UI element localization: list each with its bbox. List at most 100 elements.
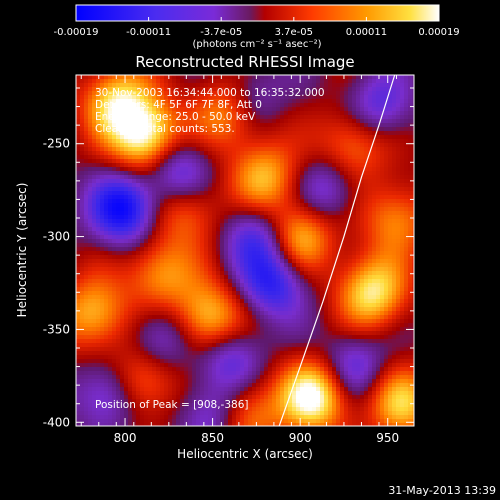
heatmap-cell bbox=[336, 243, 341, 248]
heatmap-cell bbox=[280, 279, 285, 284]
heatmap-cell bbox=[124, 215, 129, 220]
heatmap-cell bbox=[384, 147, 389, 152]
heatmap-cell bbox=[352, 191, 357, 196]
heatmap-cell bbox=[300, 239, 305, 244]
heatmap-cell bbox=[360, 295, 365, 300]
heatmap-cell bbox=[268, 219, 273, 224]
heatmap-cell bbox=[220, 275, 225, 280]
heatmap-cell bbox=[96, 267, 101, 272]
heatmap-cell bbox=[128, 191, 133, 196]
heatmap-cell bbox=[296, 203, 301, 208]
heatmap-cell bbox=[84, 299, 89, 304]
heatmap-cell bbox=[272, 271, 277, 276]
heatmap-cell bbox=[248, 227, 253, 232]
heatmap-cell bbox=[336, 151, 341, 156]
heatmap-cell bbox=[116, 131, 121, 136]
heatmap-cell bbox=[376, 139, 381, 144]
heatmap-cell bbox=[116, 115, 121, 120]
heatmap-cell bbox=[264, 263, 269, 268]
heatmap-cell bbox=[340, 163, 345, 168]
heatmap-cell bbox=[264, 147, 269, 152]
heatmap-cell bbox=[180, 215, 185, 220]
heatmap-cell bbox=[180, 267, 185, 272]
heatmap-cell bbox=[88, 183, 93, 188]
heatmap-cell bbox=[192, 103, 197, 108]
heatmap-cell bbox=[116, 179, 121, 184]
heatmap-cell bbox=[288, 159, 293, 164]
heatmap-cell bbox=[384, 111, 389, 116]
heatmap-cell bbox=[400, 295, 405, 300]
heatmap-cell bbox=[96, 195, 101, 200]
heatmap-cell bbox=[272, 91, 277, 96]
heatmap-cell bbox=[220, 195, 225, 200]
heatmap-cell bbox=[76, 99, 81, 104]
heatmap-cell bbox=[328, 147, 333, 152]
heatmap-cell bbox=[360, 195, 365, 200]
heatmap-cell bbox=[320, 263, 325, 268]
heatmap-cell bbox=[172, 223, 177, 228]
heatmap-cell bbox=[184, 299, 189, 304]
heatmap-cell bbox=[152, 175, 157, 180]
heatmap-cell bbox=[320, 103, 325, 108]
heatmap-cell bbox=[116, 219, 121, 224]
heatmap-cell bbox=[348, 275, 353, 280]
heatmap-cell bbox=[400, 299, 405, 304]
heatmap-cell bbox=[280, 271, 285, 276]
heatmap-cell bbox=[328, 223, 333, 228]
heatmap-cell bbox=[192, 187, 197, 192]
heatmap-cell bbox=[356, 299, 361, 304]
heatmap-cell bbox=[148, 147, 153, 152]
heatmap-cell bbox=[256, 171, 261, 176]
heatmap-cell bbox=[100, 223, 105, 228]
heatmap-cell bbox=[200, 299, 205, 304]
heatmap-cell bbox=[208, 207, 213, 212]
heatmap-cell bbox=[252, 91, 257, 96]
heatmap-cell bbox=[164, 135, 169, 140]
heatmap-cell bbox=[364, 83, 369, 88]
heatmap-cell bbox=[308, 163, 313, 168]
heatmap-cell bbox=[188, 303, 193, 308]
heatmap-cell bbox=[224, 127, 229, 132]
heatmap-cell bbox=[312, 147, 317, 152]
heatmap-cell bbox=[164, 167, 169, 172]
heatmap-cell bbox=[368, 231, 373, 236]
heatmap-cell bbox=[132, 271, 137, 276]
heatmap-cell bbox=[396, 303, 401, 308]
heatmap-cell bbox=[84, 195, 89, 200]
heatmap-cell bbox=[332, 235, 337, 240]
heatmap-cell bbox=[148, 95, 153, 100]
heatmap-cell bbox=[88, 115, 93, 120]
heatmap-cell bbox=[124, 75, 129, 80]
heatmap-cell bbox=[168, 139, 173, 144]
heatmap-cell bbox=[208, 251, 213, 256]
heatmap-cell bbox=[188, 219, 193, 224]
heatmap-cell bbox=[92, 299, 97, 304]
heatmap-cell bbox=[84, 307, 89, 312]
heatmap-cell bbox=[196, 235, 201, 240]
heatmap-cell bbox=[168, 219, 173, 224]
heatmap-cell bbox=[120, 87, 125, 92]
heatmap-cell bbox=[332, 211, 337, 216]
heatmap-cell bbox=[96, 167, 101, 172]
heatmap-cell bbox=[192, 95, 197, 100]
heatmap-cell bbox=[284, 111, 289, 116]
heatmap-cell bbox=[312, 87, 317, 92]
heatmap-cell bbox=[296, 283, 301, 288]
heatmap-cell bbox=[260, 211, 265, 216]
heatmap-cell bbox=[396, 99, 401, 104]
heatmap-cell bbox=[324, 259, 329, 264]
heatmap-cell bbox=[104, 251, 109, 256]
heatmap-cell bbox=[156, 243, 161, 248]
heatmap-cell bbox=[380, 171, 385, 176]
heatmap-cell bbox=[192, 111, 197, 116]
heatmap-cell bbox=[308, 127, 313, 132]
heatmap-cell bbox=[372, 79, 377, 84]
heatmap-cell bbox=[280, 155, 285, 160]
heatmap-cell bbox=[128, 115, 133, 120]
heatmap-cell bbox=[220, 135, 225, 140]
heatmap-cell bbox=[124, 207, 129, 212]
heatmap-cell bbox=[340, 219, 345, 224]
heatmap-cell bbox=[260, 155, 265, 160]
heatmap-cell bbox=[108, 291, 113, 296]
